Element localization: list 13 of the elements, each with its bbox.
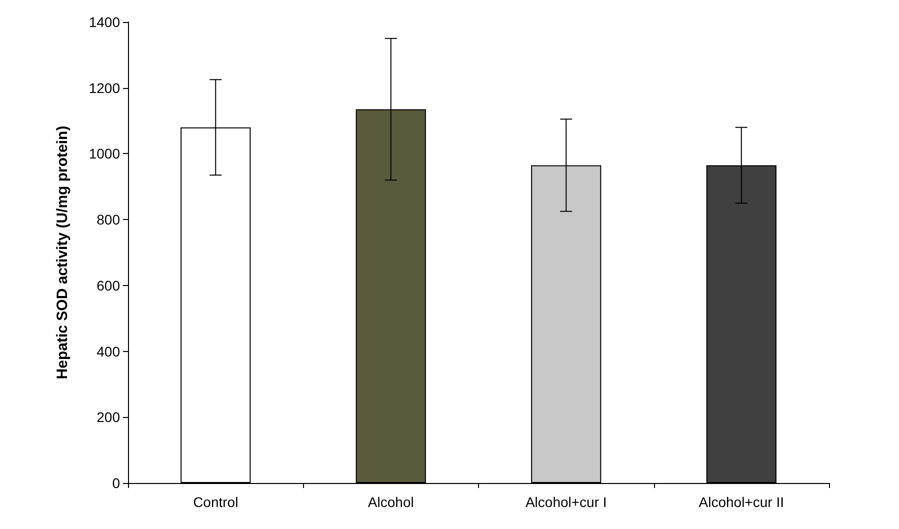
x-tick-label: Alcohol+cur II [698,494,784,510]
y-tick-label: 1200 [88,80,120,96]
x-tick-label: Alcohol [368,494,414,510]
y-tick-label: 600 [96,277,120,294]
x-tick-label: Control [193,494,238,510]
x-tick-label: Alcohol+cur I [525,494,607,510]
y-tick-label: 200 [96,409,120,426]
y-axis-title: Hepatic SOD activity (U/mg protein) [54,126,71,380]
y-tick-label: 0 [112,475,120,491]
y-tick-label: 800 [96,212,120,228]
y-tick-label: 1400 [88,14,120,30]
y-tick-label: 1000 [88,146,120,162]
y-tick-label: 400 [96,343,120,360]
